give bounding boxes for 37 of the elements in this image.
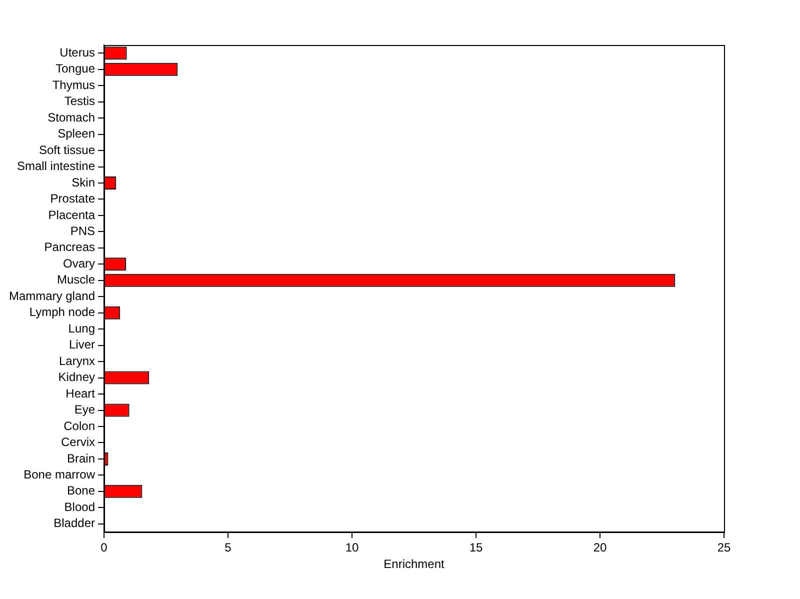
y-tick-label: Brain: [66, 451, 95, 466]
y-tick-label: Lung: [68, 321, 95, 336]
x-axis-title: Enrichment: [384, 557, 446, 572]
y-tick-label: Bone: [66, 484, 96, 498]
y-tick-label: Uterus: [60, 45, 95, 60]
y-tick-label: Kidney: [58, 370, 95, 384]
x-tick-label: 15: [469, 540, 483, 555]
x-tick-label: 10: [345, 540, 359, 555]
y-tick-label: Skin: [72, 175, 95, 190]
y-tick-label: PNS: [70, 224, 95, 238]
x-tick-label: 20: [593, 540, 607, 555]
x-tick-label: 5: [224, 540, 232, 555]
y-tick-label: Testis: [64, 94, 95, 108]
y-tick-label: Cervix: [60, 435, 95, 450]
y-tick-label: Stomach: [48, 110, 95, 124]
y-tick-label: Liver: [68, 338, 95, 352]
y-tick-label: Larynx: [58, 354, 95, 368]
y-tick-label: Muscle: [56, 272, 96, 287]
y-tick-label: Thymus: [52, 78, 95, 92]
y-tick-label: Eye: [74, 402, 96, 417]
x-tick-label: 25: [717, 540, 731, 555]
y-tick-label: Mammary gland: [8, 288, 95, 303]
y-tick-label: Prostate: [50, 192, 96, 206]
y-tick-label: Bladder: [54, 516, 95, 530]
y-tick-label: Placenta: [48, 208, 96, 222]
y-tick-label: Spleen: [58, 126, 95, 141]
y-tick-label: Lymph node: [29, 305, 96, 320]
y-tick-label: Ovary: [62, 256, 95, 270]
y-tick-label: Heart: [66, 386, 96, 400]
y-tick-label: Small intestine: [16, 159, 96, 174]
y-tick-label: Tongue: [56, 62, 96, 76]
y-tick-label: Blood: [64, 500, 95, 514]
y-tick-label: Colon: [64, 418, 95, 433]
x-tick-label: 0: [100, 540, 108, 555]
y-tick-label: Bone marrow: [24, 467, 96, 482]
y-tick-label: Pancreas: [44, 240, 95, 254]
y-tick-label: Soft tissue: [38, 142, 96, 157]
